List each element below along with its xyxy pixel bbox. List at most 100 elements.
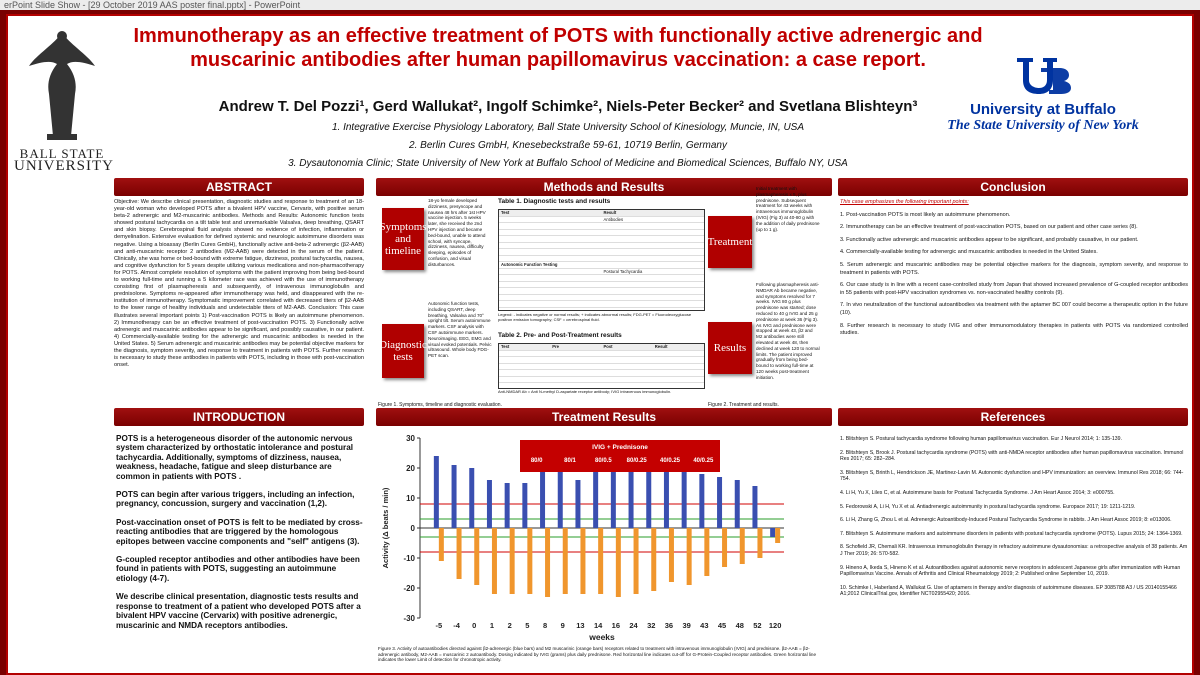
intro-paragraph: G-coupled receptor antibodies and other … [116,555,360,583]
symptoms-bullets: 18-yo female developed dizziness, presyn… [428,198,486,267]
beta2-aab-bar [610,465,616,528]
table1-row: Postural Tachycardia [499,268,704,275]
beta2-aab-bar [522,483,528,528]
m2-aab-bar [633,528,639,594]
introduction-text: POTS is a heterogeneous disorder of the … [116,434,366,673]
beta2-aab-bar [451,465,457,528]
m2-aab-bar [545,528,551,597]
table1-header-test: Test [501,210,510,215]
poster-canvas: BALL STATE UNIVERSITY Immunotherapy as a… [6,14,1194,675]
beta2-aab-bar [575,480,581,528]
beta2-aab-bar [770,528,776,537]
references-list: 1. Blitshteyn S. Postural tachycardia sy… [840,436,1188,605]
ub-monogram-icon [1017,58,1071,94]
table1-section-label: Autonomic Function Testing [501,262,558,267]
table1-legend: Legend: - indicates negative or normal r… [498,312,692,322]
m2-aab-bar [438,528,444,561]
beta2-aab-bar [469,468,475,528]
window-title-bar: erPoint Slide Show - [29 October 2019 AA… [0,0,1200,10]
table1-row [499,230,704,236]
table2-header-result: Result [654,344,668,349]
table1-section2-label: Postural Tachycardia [603,268,643,274]
beta2-aab-bar [699,474,705,528]
beta2-aab-bar [504,483,510,528]
ivig-dose-label: 80/0.25 [627,458,648,464]
intro-paragraph: We describe clinical presentation, diagn… [116,592,361,630]
reference-item: 10. Schimke I, Haberland A, Wallukat G. … [840,584,1177,598]
x-tick-label: 8 [543,621,547,630]
diagnostic-bullets: Autonomic function tests, including QSAR… [428,301,492,359]
y-tick-label: -10 [403,554,415,563]
affiliation-1: 1. Integrative Exercise Physiology Labor… [331,122,805,133]
x-tick-label: 16 [612,621,620,630]
beta2-aab-bar [593,468,599,528]
m2-aab-bar [704,528,710,576]
abstract-text: Objective: We describe clinical presenta… [114,199,364,369]
table2-header-test: Test [501,344,510,349]
affiliation-2: 2. Berlin Cures GmbH, Knesebeckstraße 59… [409,140,727,151]
m2-aab-bar [739,528,745,564]
ub-logo: University at Buffalo The State Universi… [898,56,1188,134]
conclusion-point: 7. In vivo neutralization of the functio… [840,302,1188,316]
beta2-aab-bar [717,477,723,528]
ivig-dose-label: 80/0 [531,458,543,464]
treatment-box: Treatment [708,216,752,268]
ivig-dose-label: 80/0.5 [595,458,612,464]
m2-aab-bar [598,528,604,594]
m2-aab-bar [615,528,621,597]
bsu-name-line2: UNIVERSITY [14,158,114,174]
conclusion-header: Conclusion [838,178,1188,196]
table2-row [499,370,704,377]
conclusion-point: 1. Post-vaccination POTS is most likely … [840,211,1011,218]
conclusion-point: 3. Functionally active adrenergic and mu… [840,236,1139,243]
m2-aab-bar [722,528,728,567]
table1-antibodies-label: Antibodies [603,216,624,222]
ub-subname: The State University of New York [947,118,1139,133]
y-axis-label: Activity (Δ beats / min) [381,487,390,568]
x-tick-label: 48 [736,621,744,630]
table1-row [499,223,704,230]
x-tick-label: 120 [769,621,782,630]
beta2-aab-bar [646,465,652,528]
beta2-aab-bar [681,471,687,528]
table1-header-row: Test Result [499,210,704,217]
m2-aab-bar [527,528,533,594]
reference-item: 5. Fedorowski A, Li H, Yu X et al. Antia… [840,503,1136,510]
x-tick-label: 24 [629,621,638,630]
affiliation-3: 3. Dysautonomia Clinic; State University… [288,158,848,169]
table1-row [499,301,704,308]
beta2-aab-bar [557,462,563,528]
beta2-aab-bar [752,486,758,528]
intro-paragraph: POTS can begin after various triggers, i… [116,490,355,509]
results-box: Results [708,322,752,374]
ub-name: University at Buffalo [970,101,1116,118]
x-tick-label: 43 [700,621,708,630]
table1-row [499,288,704,295]
ball-state-logo: BALL STATE UNIVERSITY [14,24,114,182]
reference-item: 6. Li H, Zhang G, Zhou L et al. Adrenerg… [840,517,1172,524]
table1-row [499,282,704,288]
table2-row [499,377,704,383]
m2-aab-bar [668,528,674,582]
conclusion-point: 6. Our case study is in line with a rece… [840,282,1188,296]
beneficence-statue-icon [29,31,95,140]
conclusion-point: 2. Immunotherapy can be an effective tre… [840,224,1138,231]
x-tick-label: 2 [508,621,512,630]
x-tick-label: -4 [453,621,460,630]
table1: Test Result Antibodies Autonomic Function… [498,209,705,311]
reference-item: 8. Schofield JR, Chemali KR. Intravenous… [840,544,1188,557]
x-axis-label: weeks [588,632,615,642]
x-tick-label: 0 [472,621,476,630]
x-tick-label: 13 [576,621,584,630]
reference-item: 4. Li H, Yu X, Liles C, et al. Autoimmun… [840,489,1115,496]
x-tick-label: 5 [525,621,529,630]
table1-row [499,295,704,301]
table1-header-result: Result [603,210,617,215]
beta2-aab-bar [540,456,546,528]
diagnostic-tests-box: Diagnostic tests [379,324,427,378]
table2-row [499,364,704,370]
reference-item: 1. Blitshteyn S. Postural tachycardia sy… [840,436,1123,442]
table1-row [499,308,704,311]
reference-item: 9. Hineno A, Ikeda S, Hineno K et al. Au… [840,564,1181,578]
beta2-aab-bar [433,456,439,528]
